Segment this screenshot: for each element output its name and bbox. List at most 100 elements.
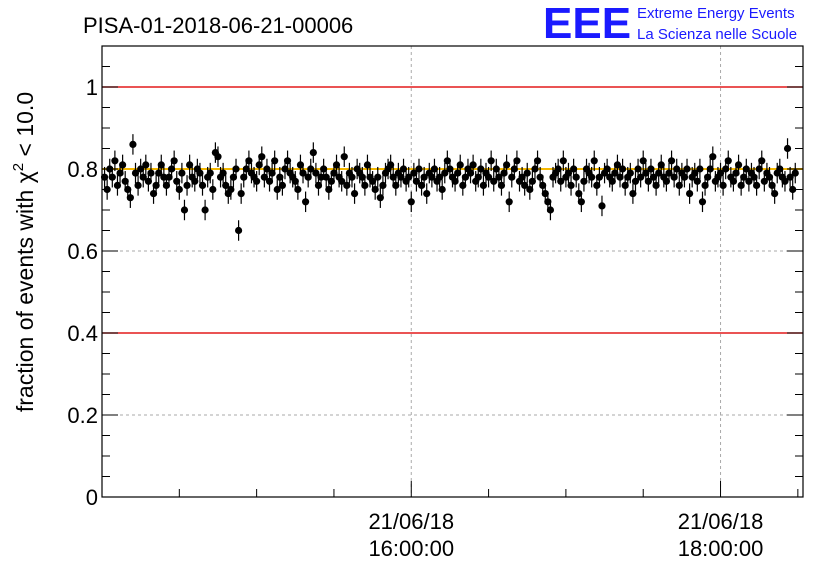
data-point bbox=[598, 202, 606, 210]
plot-frame bbox=[101, 45, 804, 498]
data-point bbox=[116, 169, 124, 177]
data-point bbox=[495, 173, 503, 181]
data-point bbox=[531, 165, 539, 173]
data-point bbox=[348, 173, 356, 181]
data-point bbox=[737, 181, 745, 189]
data-point bbox=[276, 173, 284, 181]
data-point bbox=[180, 206, 189, 214]
data-point bbox=[111, 157, 119, 165]
data-point bbox=[265, 177, 274, 185]
data-point bbox=[399, 165, 408, 173]
data-point bbox=[441, 169, 449, 177]
data-point bbox=[234, 226, 243, 235]
data-point bbox=[369, 177, 377, 185]
data-point bbox=[616, 173, 624, 181]
data-point bbox=[227, 185, 235, 194]
data-point bbox=[157, 161, 165, 169]
chart-title: PISA-01-2018-06-21-00006 bbox=[83, 13, 353, 38]
data-point bbox=[327, 177, 335, 185]
data-point bbox=[683, 165, 691, 173]
data-point bbox=[508, 173, 516, 181]
data-point bbox=[358, 173, 366, 181]
data-point bbox=[296, 161, 305, 169]
data-point bbox=[392, 181, 400, 189]
data-point bbox=[178, 169, 186, 177]
data-point bbox=[497, 181, 506, 189]
data-point bbox=[139, 173, 147, 181]
data-point bbox=[260, 173, 268, 181]
data-point bbox=[706, 165, 714, 173]
data-point bbox=[196, 169, 204, 177]
data-point bbox=[626, 169, 634, 177]
data-point bbox=[701, 181, 709, 189]
data-point bbox=[466, 169, 475, 177]
data-point bbox=[536, 173, 544, 181]
data-point bbox=[680, 173, 689, 181]
data-point bbox=[309, 149, 317, 157]
data-point bbox=[693, 177, 701, 185]
data-point bbox=[198, 181, 207, 189]
data-point bbox=[340, 153, 348, 161]
data-point bbox=[144, 177, 152, 185]
y-tick-label: 0.6 bbox=[67, 239, 98, 264]
data-point bbox=[783, 144, 792, 153]
data-point bbox=[183, 181, 191, 189]
data-point bbox=[412, 177, 421, 185]
data-point bbox=[577, 198, 585, 206]
data-point bbox=[662, 177, 671, 185]
data-point bbox=[732, 169, 740, 177]
data-point bbox=[670, 173, 678, 181]
data-point bbox=[397, 173, 405, 181]
data-point bbox=[786, 173, 794, 181]
data-point bbox=[487, 157, 495, 165]
data-point bbox=[389, 173, 397, 181]
y-tick-label: 0.8 bbox=[67, 157, 98, 182]
y-tick-label: 0.2 bbox=[67, 403, 98, 428]
data-point bbox=[722, 165, 730, 173]
data-point bbox=[343, 181, 351, 189]
data-point bbox=[719, 181, 727, 189]
data-point bbox=[647, 165, 655, 173]
data-point bbox=[461, 173, 469, 181]
data-point bbox=[428, 173, 436, 181]
data-point bbox=[541, 190, 549, 198]
data-point bbox=[273, 185, 281, 194]
data-point bbox=[557, 177, 565, 185]
data-point bbox=[559, 157, 567, 165]
data-point bbox=[768, 181, 776, 189]
data-point bbox=[637, 173, 645, 181]
data-point bbox=[533, 157, 542, 165]
data-point bbox=[314, 181, 323, 189]
data-point bbox=[750, 173, 758, 181]
data-point bbox=[446, 165, 454, 173]
data-point bbox=[325, 185, 333, 194]
data-point bbox=[657, 161, 665, 169]
data-point bbox=[588, 173, 596, 181]
data-point bbox=[758, 157, 766, 165]
data-point bbox=[173, 177, 181, 185]
data-point bbox=[513, 157, 521, 165]
data-point bbox=[595, 173, 604, 181]
data-point bbox=[603, 165, 611, 173]
data-point bbox=[436, 173, 444, 181]
data-point bbox=[765, 173, 774, 181]
data-point bbox=[271, 157, 279, 165]
data-point bbox=[410, 169, 418, 177]
data-point bbox=[570, 165, 578, 173]
data-point bbox=[443, 157, 451, 165]
data-point bbox=[108, 173, 116, 181]
y-axis-label-suffix: < 10.0 bbox=[12, 92, 38, 163]
data-point bbox=[281, 165, 289, 173]
data-point bbox=[209, 185, 217, 194]
data-point bbox=[631, 177, 640, 185]
data-point bbox=[608, 177, 616, 185]
data-point bbox=[129, 140, 137, 148]
data-point bbox=[119, 161, 127, 169]
data-point bbox=[613, 161, 622, 169]
data-point bbox=[696, 165, 704, 173]
data-point bbox=[642, 169, 650, 177]
data-point bbox=[283, 157, 292, 165]
data-point bbox=[580, 177, 588, 185]
x-tick-label-date: 21/06/18 bbox=[368, 509, 454, 534]
data-point bbox=[760, 177, 768, 185]
